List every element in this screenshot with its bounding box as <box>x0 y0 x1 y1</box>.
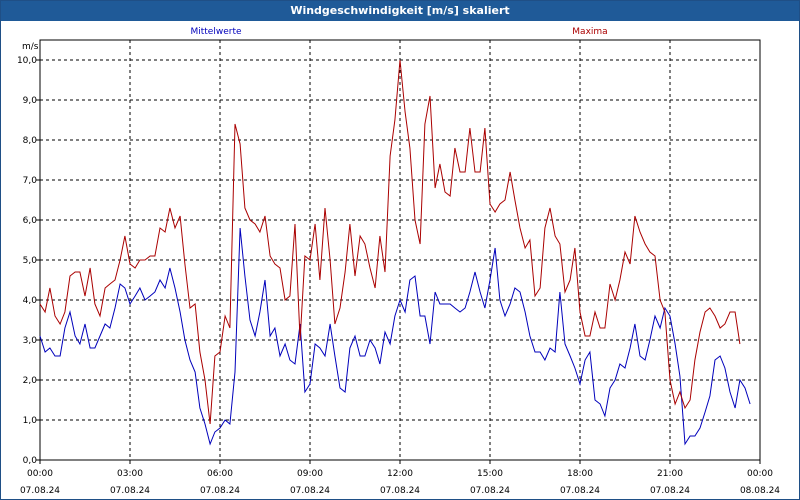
x-tick-time: 06:00 <box>207 469 233 479</box>
y-tick-label: 1,0 <box>23 416 38 426</box>
y-tick-label: 8,0 <box>23 136 38 146</box>
legend-entry-maxima: Maxima <box>572 27 607 37</box>
x-axis: 00:00 07.08.24 03:00 07.08.24 06:00 07.08.24 0… <box>20 460 780 496</box>
y-tick-label: 10,0 <box>17 56 37 66</box>
x-tick-date: 07.08.24 <box>200 486 240 496</box>
grid <box>40 40 760 460</box>
x-tick-date: 07.08.24 <box>470 486 510 496</box>
y-tick-label: 6,0 <box>23 216 38 226</box>
y-tick-label: 3,0 <box>23 336 38 346</box>
x-tick-time: 09:00 <box>297 469 323 479</box>
y-tick-label: 7,0 <box>23 176 38 186</box>
series-group <box>39 59 751 446</box>
x-tick-time: 15:00 <box>477 469 503 479</box>
chart-title: Windgeschwindigkeit [m/s] skaliert <box>1 1 799 21</box>
x-tick-time: 00:00 <box>747 469 773 479</box>
x-tick-date: 07.08.24 <box>110 486 150 496</box>
y-tick-label: 5,0 <box>23 256 38 266</box>
y-tick-label: 4,0 <box>23 296 38 306</box>
x-tick-time: 12:00 <box>387 469 413 479</box>
y-axis: 0,0 1,0 2,0 3,0 4,0 5,0 6,0 7,0 8,0 9,0 10,0 <box>17 56 40 466</box>
legend-entry-mittelwerte: Mittelwerte <box>190 27 241 37</box>
x-tick-time: 21:00 <box>657 469 683 479</box>
x-tick-time: 18:00 <box>567 469 593 479</box>
y-tick-label: 9,0 <box>23 96 38 106</box>
x-tick-date: 07.08.24 <box>380 486 420 496</box>
series-line-mittelwerte <box>39 227 751 446</box>
x-tick-date: 08.08.24 <box>740 486 780 496</box>
y-axis-label: m/s <box>22 42 39 52</box>
x-tick-date: 07.08.24 <box>560 486 600 496</box>
x-tick-date: 07.08.24 <box>650 486 690 496</box>
x-tick-time: 03:00 <box>117 469 143 479</box>
series-line-maxima <box>39 59 741 425</box>
x-tick-date: 07.08.24 <box>20 486 60 496</box>
y-tick-label: 0,0 <box>23 456 38 466</box>
x-tick-time: 00:00 <box>27 469 53 479</box>
y-tick-label: 2,0 <box>23 376 38 386</box>
x-tick-date: 07.08.24 <box>290 486 330 496</box>
